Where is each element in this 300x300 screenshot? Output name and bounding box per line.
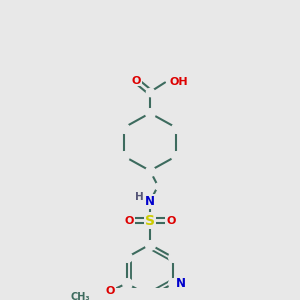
Text: CH₃: CH₃ xyxy=(71,292,91,300)
Text: N: N xyxy=(145,195,155,208)
Text: N: N xyxy=(176,277,185,290)
Text: S: S xyxy=(145,214,155,228)
Text: H: H xyxy=(135,192,143,202)
Text: O: O xyxy=(131,76,141,85)
Text: OH: OH xyxy=(169,77,188,88)
Text: O: O xyxy=(166,216,176,226)
Text: O: O xyxy=(106,286,115,296)
Text: O: O xyxy=(124,216,134,226)
